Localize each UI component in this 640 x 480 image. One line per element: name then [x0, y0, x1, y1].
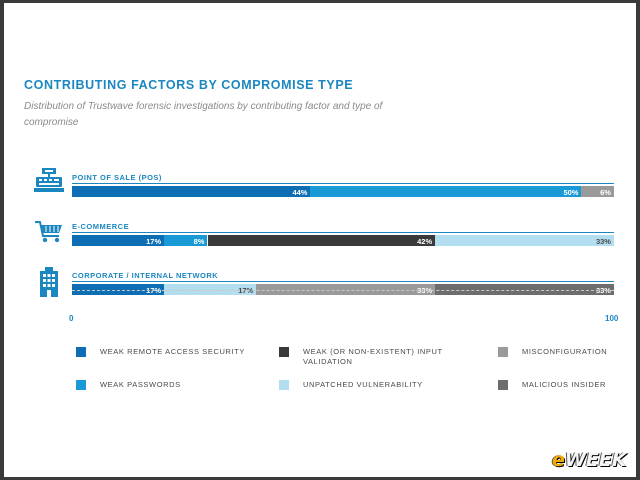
office-building-icon: [40, 267, 58, 297]
bar-rule: [72, 232, 614, 233]
legend-item: WEAK REMOTE ACCESS SECURITY: [76, 347, 280, 357]
legend-swatch: [76, 347, 86, 357]
legend-item: MISCONFIGURATION: [498, 347, 640, 357]
legend-swatch: [279, 347, 289, 357]
bar-segment: [164, 235, 208, 246]
category-label-ecommerce: E-COMMERCE: [72, 222, 130, 231]
shopping-cart-icon: [35, 221, 62, 243]
bar-segment: [72, 235, 165, 246]
bar-segment: [207, 235, 436, 246]
bar-data-label: 50%: [563, 188, 579, 197]
legend-swatch: [498, 380, 508, 390]
legend-label: WEAK REMOTE ACCESS SECURITY: [100, 347, 245, 356]
category-label-pos: POINT OF SALE (POS): [72, 173, 162, 182]
bar-data-label: 33%: [595, 237, 611, 246]
bar-segment: [72, 186, 311, 197]
legend-item: UNPATCHED VULNERABILITY: [279, 380, 453, 390]
category-label-corporate: CORPORATE / INTERNAL NETWORK: [72, 271, 219, 280]
bar-rule: [72, 183, 614, 184]
bar-data-label: 42%: [417, 237, 433, 246]
legend-item: WEAK PASSWORDS: [76, 380, 280, 390]
chart-subtitle: Distribution of Trustwave forensic inves…: [24, 101, 383, 128]
bar-segment: [256, 284, 436, 295]
legend-item: MALICIOUS INSIDER: [498, 380, 640, 390]
bar-segment: [310, 186, 582, 197]
legend-swatch: [76, 380, 86, 390]
bar-data-label: 6%: [600, 188, 611, 197]
bar-segment: [435, 284, 614, 295]
legend-label: WEAK PASSWORDS: [100, 380, 181, 389]
bar-segment: [435, 235, 614, 246]
legend-swatch: [279, 380, 289, 390]
chart-card: CONTRIBUTING FACTORS BY COMPROMISE TYPE …: [4, 3, 636, 477]
legend-label: MISCONFIGURATION: [522, 347, 608, 356]
x-tick-label: 100: [605, 314, 619, 323]
legend-label: MALICIOUS INSIDER: [522, 380, 606, 389]
bar-segment: [72, 284, 165, 295]
x-tick-label: 0: [69, 314, 74, 323]
bar-data-label: 8%: [193, 237, 205, 246]
eweek-logo: eWEEK: [552, 449, 627, 471]
bar-data-label: 44%: [292, 188, 308, 197]
legend-swatch: [498, 347, 508, 357]
cash-register-icon: [34, 168, 64, 192]
bar-segment: [581, 186, 614, 197]
legend-item: WEAK (OR NON-EXISTENT) INPUT VALIDATION: [279, 347, 453, 367]
bar-data-label: 17%: [146, 237, 162, 246]
x-axis-line: [72, 290, 614, 291]
bar-rule: [72, 281, 614, 282]
legend-label: WEAK (OR NON-EXISTENT) INPUT VALIDATION: [303, 347, 443, 366]
bar-segment: [164, 284, 257, 295]
chart-title: CONTRIBUTING FACTORS BY COMPROMISE TYPE: [24, 78, 354, 92]
legend-label: UNPATCHED VULNERABILITY: [303, 380, 423, 389]
